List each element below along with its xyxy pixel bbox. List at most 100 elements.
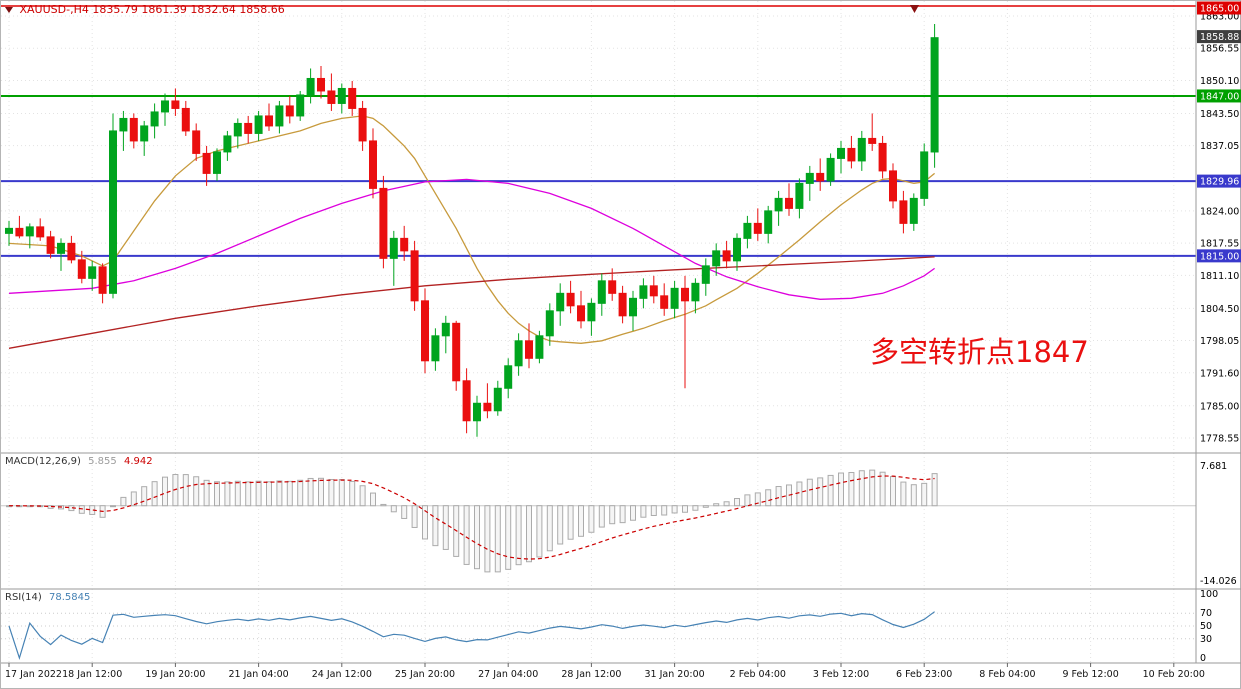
time-label: 31 Jan 20:00 bbox=[645, 669, 705, 680]
rsi-axis-label: 50 bbox=[1200, 621, 1212, 632]
time-label: 19 Jan 20:00 bbox=[145, 669, 205, 680]
macd-histogram-bar bbox=[390, 505, 397, 513]
candle-body bbox=[389, 237, 398, 259]
candle-body bbox=[5, 227, 13, 234]
macd-histogram-bar bbox=[806, 478, 813, 507]
macd-histogram-bar bbox=[609, 505, 616, 525]
candle-body bbox=[473, 402, 481, 422]
chart-header: XAUUSD-,H4 1835.79 1861.39 1832.64 1858.… bbox=[5, 3, 285, 16]
candle-body bbox=[483, 402, 492, 412]
macd-histogram-bar bbox=[630, 505, 636, 521]
macd-histogram-bar bbox=[432, 505, 439, 547]
macd-histogram-bar bbox=[328, 478, 335, 507]
ma-fast-line bbox=[8, 115, 936, 344]
time-label: 28 Jan 12:00 bbox=[561, 669, 621, 680]
macd-histogram-bar bbox=[370, 492, 376, 507]
price-tick-label: 1817.55 bbox=[1200, 239, 1239, 250]
macd-histogram-bar bbox=[817, 477, 824, 507]
candle-body bbox=[36, 226, 45, 238]
macd-histogram-bar bbox=[838, 472, 844, 507]
candle-body bbox=[577, 305, 585, 322]
candle-body bbox=[296, 94, 305, 117]
price-tick-label: 1798.05 bbox=[1200, 336, 1239, 347]
macd-histogram-bar bbox=[619, 505, 626, 524]
macd-histogram-bar bbox=[848, 472, 855, 507]
price-tag bbox=[1197, 249, 1241, 263]
candle-body bbox=[109, 130, 117, 294]
price-tick-label: 1791.60 bbox=[1200, 368, 1239, 379]
candle-body bbox=[57, 242, 65, 254]
price-tag-label: 1847.00 bbox=[1200, 91, 1239, 102]
candle-body bbox=[369, 140, 377, 189]
macd-histogram-bar bbox=[494, 505, 501, 573]
macd-histogram-bar bbox=[827, 474, 834, 507]
macd-histogram-bar bbox=[442, 505, 449, 550]
price-tick-label: 1843.50 bbox=[1200, 109, 1239, 120]
candle-body bbox=[431, 335, 440, 362]
candle-body bbox=[202, 152, 211, 174]
macd-histogram-bar bbox=[692, 505, 699, 511]
macd-histogram-bar bbox=[713, 503, 720, 507]
candle-body bbox=[46, 236, 55, 254]
ma-mid-line bbox=[8, 178, 935, 300]
macd-histogram-bar bbox=[640, 505, 647, 518]
price-tick-label: 1785.00 bbox=[1200, 401, 1239, 412]
macd-histogram-bar bbox=[671, 505, 678, 514]
candle-body bbox=[826, 157, 835, 182]
candle-body bbox=[743, 222, 752, 239]
candle-body bbox=[327, 90, 336, 104]
macd-histogram-bar bbox=[900, 481, 907, 507]
rsi-axis-label: 30 bbox=[1200, 634, 1212, 645]
candle-body bbox=[493, 387, 502, 412]
price-tag bbox=[1197, 174, 1241, 188]
rsi-axis-label: 0 bbox=[1200, 653, 1206, 664]
candle-body bbox=[608, 280, 617, 294]
macd-histogram-bar bbox=[182, 474, 189, 507]
candle-body bbox=[733, 237, 741, 262]
macd-histogram-bar bbox=[557, 505, 564, 545]
candle-body bbox=[660, 295, 669, 309]
macd-histogram-bar bbox=[858, 470, 865, 507]
price-tag bbox=[1197, 1, 1241, 15]
time-label: 2 Feb 04:00 bbox=[730, 669, 786, 680]
symbol-period-label: XAUUSD-,H4 bbox=[19, 3, 89, 16]
macd-histogram-bar bbox=[588, 505, 595, 533]
macd-histogram-bar bbox=[890, 476, 896, 507]
candle-body bbox=[566, 292, 575, 307]
time-label: 3 Feb 12:00 bbox=[813, 669, 869, 680]
candle-body bbox=[213, 151, 221, 174]
candle-body bbox=[233, 122, 242, 137]
macd-histogram-bar bbox=[536, 505, 543, 558]
macd-histogram-bar bbox=[162, 476, 168, 507]
macd-histogram-bar bbox=[546, 505, 553, 552]
rsi-axis-label: 70 bbox=[1200, 608, 1212, 619]
time-label: 18 Jan 12:00 bbox=[62, 669, 122, 680]
time-label: 21 Jan 04:00 bbox=[229, 669, 289, 680]
macd-histogram-bar bbox=[505, 505, 512, 570]
macd-name: MACD(12,26,9) bbox=[5, 456, 81, 467]
candle-body bbox=[701, 265, 710, 284]
candle-body bbox=[358, 107, 367, 142]
candle-body bbox=[410, 250, 419, 302]
candle-body bbox=[681, 287, 689, 302]
time-label: 24 Jan 12:00 bbox=[312, 669, 372, 680]
time-label: 10 Feb 20:00 bbox=[1143, 669, 1205, 680]
macd-histogram-bar bbox=[723, 501, 730, 507]
candle-body bbox=[691, 282, 700, 302]
candle-body bbox=[816, 172, 825, 182]
ma-slow-line bbox=[8, 256, 935, 349]
candle-body bbox=[556, 292, 565, 312]
macd-histogram-bar bbox=[245, 481, 252, 507]
candle-body bbox=[400, 237, 409, 252]
chart-annotation-text[interactable]: 多空转折点1847 bbox=[870, 335, 1089, 369]
candle-body bbox=[649, 285, 658, 297]
candle-body bbox=[930, 37, 939, 153]
arrow-down-marker[interactable] bbox=[910, 5, 919, 13]
price-tag-label: 1858.88 bbox=[1200, 32, 1239, 43]
candle-body bbox=[920, 151, 929, 199]
candle-body bbox=[587, 302, 596, 322]
candle-body bbox=[535, 335, 544, 359]
candle-body bbox=[857, 137, 866, 162]
